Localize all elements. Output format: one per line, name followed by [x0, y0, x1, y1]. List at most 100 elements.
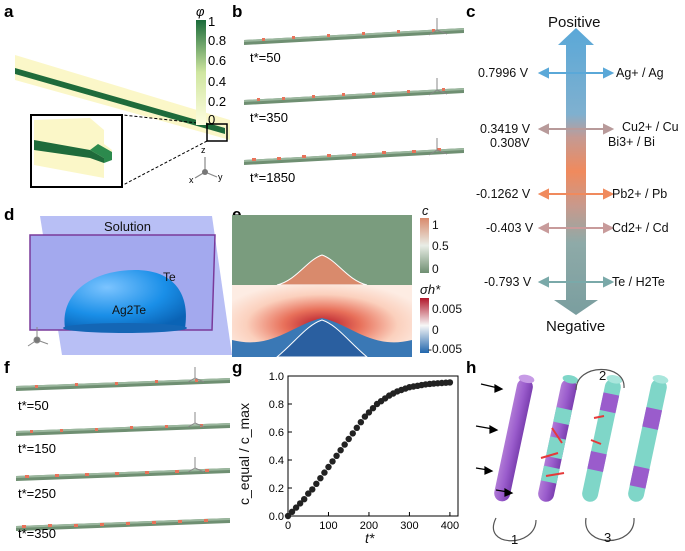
plot-frame: [287, 375, 459, 517]
dislocation-marks: [590, 415, 605, 445]
triad-z: z: [201, 145, 206, 155]
potential-value: 0.308V: [490, 136, 530, 150]
data-point: [325, 463, 332, 471]
triad-x: x: [189, 175, 194, 185]
potential-value: 0.3419 V: [480, 122, 531, 136]
colorbar-sigma-tick: 0: [432, 323, 439, 337]
couple-arrow: [537, 123, 615, 135]
colorbar-tick: 0: [208, 112, 216, 127]
x-tick-label: 300: [400, 520, 418, 532]
data-point: [341, 441, 348, 448]
x-tick-label: 100: [319, 520, 337, 532]
time-label-b3: t*=1850: [250, 170, 296, 185]
colorbar-sigma-label: σh*: [420, 282, 441, 297]
colorbar-sigma-tick: 0.005: [432, 302, 463, 316]
panel-c-label: c: [466, 2, 476, 21]
y-tick-label: 0.6: [269, 427, 284, 439]
colorbar-phi: [196, 20, 206, 125]
axes-triad-f: [187, 367, 205, 473]
panel-a-label: a: [4, 2, 14, 21]
couple-arrow: [537, 276, 615, 288]
positive-label: Positive: [548, 14, 601, 31]
nanorod-1: [494, 374, 535, 502]
x-tick-label: 0: [285, 520, 291, 532]
x-axis-label: t*: [365, 530, 375, 546]
redox-couple: Cu2+ / Cu: [622, 120, 679, 134]
potential-value: -0.1262 V: [476, 187, 531, 201]
time-label-f4: t*=350: [18, 526, 56, 541]
data-point: [317, 475, 324, 482]
ag2te-droplet: [64, 270, 186, 328]
data-point: [305, 490, 312, 497]
data-point: [329, 458, 336, 465]
zoom-box: [206, 123, 228, 142]
colorbar-c-label: c: [422, 203, 429, 218]
panel-f-figure: [16, 367, 230, 531]
couple-arrow: [537, 67, 615, 79]
colorbar-c-tick: 0.5: [432, 239, 449, 253]
colorbar-tick: 0.2: [208, 94, 227, 109]
potential-value: -0.403 V: [486, 221, 534, 235]
droplet-base: [63, 323, 187, 333]
step-label: 3: [604, 530, 612, 545]
y-tick-label: 0.0: [269, 511, 284, 523]
data-point: [288, 508, 296, 515]
rod-f-3: [25, 469, 209, 478]
data-point: [313, 480, 320, 487]
y-tick-label: 1.0: [269, 371, 284, 383]
redox-couple: Ag+ / Ag: [616, 66, 664, 80]
panel-b-label: b: [232, 2, 243, 21]
data-point: [284, 512, 292, 520]
panel-c-figure: [537, 28, 615, 315]
step-arrow-2: [575, 368, 625, 391]
redox-couple: Cd2+ / Cd: [612, 221, 669, 235]
time-label-b1: t*=50: [250, 50, 281, 65]
negative-label: Negative: [546, 318, 606, 335]
x-tick-label: 400: [441, 520, 459, 532]
redox-couple: Bi3+ / Bi: [608, 135, 655, 149]
redox-couple: Te / H2Te: [612, 275, 665, 289]
axes-triad-a: [194, 157, 218, 179]
rod-f-4: [22, 519, 208, 528]
panel-f-label: f: [4, 358, 10, 377]
interface: [275, 319, 369, 358]
colorbar-tick: 0.4: [208, 74, 227, 89]
x-tick-label: 200: [360, 520, 378, 532]
panel-b-figure: [244, 18, 464, 165]
time-label-f2: t*=150: [18, 441, 56, 456]
data-point: [349, 430, 356, 437]
data-point: [321, 469, 328, 476]
panel-d-figure: [27, 216, 232, 355]
te-label: Te: [163, 270, 176, 284]
y-tick-label: 0.2: [269, 483, 284, 495]
step-arrow-1: [492, 517, 537, 542]
data-point: [446, 379, 454, 386]
data-point: [361, 413, 369, 420]
axes-triad-d: [27, 327, 49, 347]
data-point: [333, 452, 340, 459]
nanorod-4: [628, 375, 669, 502]
y-tick-label: 0.4: [269, 455, 284, 467]
colorbar-tick: 0.8: [208, 33, 227, 48]
y-axis-label: c_equal / c_max: [236, 403, 252, 505]
rod-b-2: [257, 88, 445, 101]
y-tick-label: 0.8: [269, 399, 284, 411]
data-point: [345, 435, 352, 443]
solution-label: Solution: [104, 219, 151, 234]
panel-g-label: g: [232, 358, 243, 377]
colorbar-sigma: [420, 298, 429, 353]
potential-arrow: [554, 28, 598, 315]
axes-triad-b: [428, 18, 448, 156]
data-point: [357, 419, 365, 426]
colorbar-phi-symbol: φ: [196, 4, 205, 19]
step-label: 1: [511, 532, 519, 547]
rod-f-1: [35, 379, 198, 388]
data-point: [296, 500, 304, 507]
inset-wire: [34, 140, 104, 163]
triad-y: y: [218, 172, 223, 182]
colorbar-c-tick: 1: [432, 218, 439, 232]
colorbar-sigma-tick: -0.005: [428, 342, 463, 356]
redox-couple: Pb2+ / Pb: [612, 187, 668, 201]
flux-arrows: [475, 383, 514, 497]
couple-arrow: [537, 222, 615, 234]
